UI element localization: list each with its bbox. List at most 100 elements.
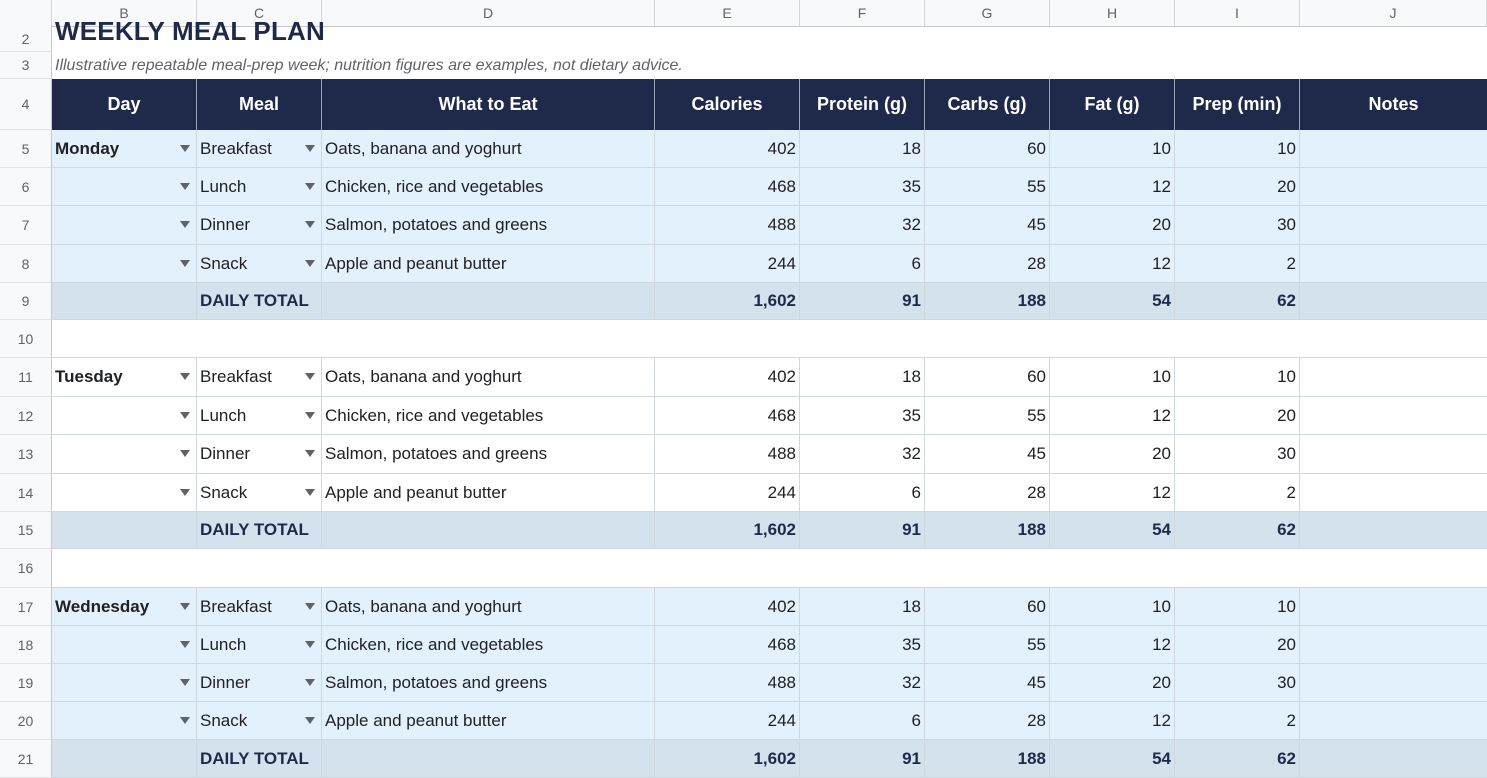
day-cell[interactable] [52,626,197,663]
dropdown-arrow-icon[interactable] [180,221,190,228]
dropdown-arrow-icon[interactable] [305,259,315,267]
total-notes-cell[interactable] [1300,512,1487,548]
day-cell[interactable] [52,664,197,701]
row-header-7[interactable]: 7 [0,206,52,245]
meal-cell[interactable]: Breakfast [197,588,322,625]
notes-cell[interactable] [1300,664,1487,701]
total-day-cell[interactable] [52,283,197,319]
total-carbs-cell[interactable]: 188 [925,283,1050,319]
row-header-11[interactable]: 11 [0,358,52,397]
carbs-cell[interactable]: 28 [925,474,1050,511]
calories-cell[interactable]: 468 [655,397,800,434]
row-header-13[interactable]: 13 [0,435,52,474]
notes-cell[interactable] [1300,397,1487,434]
total-label-cell[interactable]: DAILY TOTAL [197,512,322,548]
day-cell[interactable] [52,397,197,434]
carbs-cell[interactable]: 55 [925,397,1050,434]
carbs-cell[interactable]: 28 [925,245,1050,282]
calories-cell[interactable]: 244 [655,702,800,739]
dropdown-arrow-icon[interactable] [305,602,315,610]
dropdown-arrow-icon[interactable] [180,259,190,267]
calories-cell[interactable]: 402 [655,130,800,167]
fat-cell[interactable]: 20 [1050,435,1175,473]
notes-cell[interactable] [1300,168,1487,205]
protein-cell[interactable]: 35 [800,168,925,205]
day-cell[interactable] [52,702,197,739]
what-to-eat-cell[interactable]: Salmon, potatoes and greens [322,206,655,244]
protein-cell[interactable]: 18 [800,130,925,167]
prep-cell[interactable]: 2 [1175,474,1300,511]
carbs-cell[interactable]: 60 [925,588,1050,625]
calories-cell[interactable]: 402 [655,358,800,396]
total-protein-cell[interactable]: 91 [800,512,925,548]
total-notes-cell[interactable] [1300,283,1487,319]
column-header-d[interactable]: D [322,0,655,26]
calories-cell[interactable]: 468 [655,626,800,663]
what-to-eat-cell[interactable]: Chicken, rice and vegetables [322,168,655,205]
meal-cell[interactable]: Lunch [197,397,322,434]
row-header-5[interactable]: 5 [0,130,52,168]
prep-cell[interactable]: 30 [1175,206,1300,244]
day-cell[interactable] [52,206,197,244]
fat-cell[interactable]: 12 [1050,702,1175,739]
day-cell[interactable] [52,168,197,205]
total-fat-cell[interactable]: 54 [1050,283,1175,319]
calories-cell[interactable]: 488 [655,664,800,701]
notes-cell[interactable] [1300,474,1487,511]
row-header-9[interactable]: 9 [0,283,52,320]
protein-cell[interactable]: 6 [800,245,925,282]
column-header-c[interactable]: C [197,0,322,26]
fat-cell[interactable]: 12 [1050,397,1175,434]
total-what-cell[interactable] [322,512,655,548]
dropdown-arrow-icon[interactable] [180,373,190,380]
carbs-cell[interactable]: 28 [925,702,1050,739]
dropdown-arrow-icon[interactable] [305,678,315,686]
row-header-20[interactable]: 20 [0,702,52,740]
calories-cell[interactable]: 488 [655,435,800,473]
meal-cell[interactable]: Dinner [197,435,322,473]
meal-cell[interactable]: Snack [197,474,322,511]
total-prep-cell[interactable]: 62 [1175,283,1300,319]
prep-cell[interactable]: 30 [1175,664,1300,701]
protein-cell[interactable]: 32 [800,664,925,701]
calories-cell[interactable]: 244 [655,474,800,511]
prep-cell[interactable]: 10 [1175,130,1300,167]
meal-cell[interactable]: Breakfast [197,130,322,167]
fat-cell[interactable]: 10 [1050,588,1175,625]
what-to-eat-cell[interactable]: Oats, banana and yoghurt [322,588,655,625]
header-what-to-eat[interactable]: What to Eat [322,79,655,130]
day-cell[interactable]: Monday [52,130,197,167]
fat-cell[interactable]: 12 [1050,626,1175,663]
notes-cell[interactable] [1300,702,1487,739]
protein-cell[interactable]: 35 [800,397,925,434]
prep-cell[interactable]: 20 [1175,397,1300,434]
protein-cell[interactable]: 32 [800,206,925,244]
row-header-6[interactable]: 6 [0,168,52,206]
day-cell[interactable] [52,474,197,511]
carbs-cell[interactable]: 55 [925,168,1050,205]
meal-cell[interactable]: Lunch [197,168,322,205]
protein-cell[interactable]: 18 [800,358,925,396]
fat-cell[interactable]: 12 [1050,168,1175,205]
dropdown-arrow-icon[interactable] [180,602,190,610]
total-carbs-cell[interactable]: 188 [925,740,1050,777]
total-prep-cell[interactable]: 62 [1175,512,1300,548]
column-header-g[interactable]: G [925,0,1050,26]
fat-cell[interactable]: 20 [1050,664,1175,701]
carbs-cell[interactable]: 45 [925,664,1050,701]
dropdown-arrow-icon[interactable] [180,182,190,190]
row-header-16[interactable]: 16 [0,549,52,588]
dropdown-arrow-icon[interactable] [305,450,315,457]
prep-cell[interactable]: 20 [1175,168,1300,205]
protein-cell[interactable]: 18 [800,588,925,625]
protein-cell[interactable]: 35 [800,626,925,663]
row-header-15[interactable]: 15 [0,512,52,549]
notes-cell[interactable] [1300,206,1487,244]
total-day-cell[interactable] [52,740,197,777]
total-day-cell[interactable] [52,512,197,548]
row-header-19[interactable]: 19 [0,664,52,702]
what-to-eat-cell[interactable]: Chicken, rice and vegetables [322,626,655,663]
protein-cell[interactable]: 6 [800,702,925,739]
meal-cell[interactable]: Lunch [197,626,322,663]
notes-cell[interactable] [1300,626,1487,663]
